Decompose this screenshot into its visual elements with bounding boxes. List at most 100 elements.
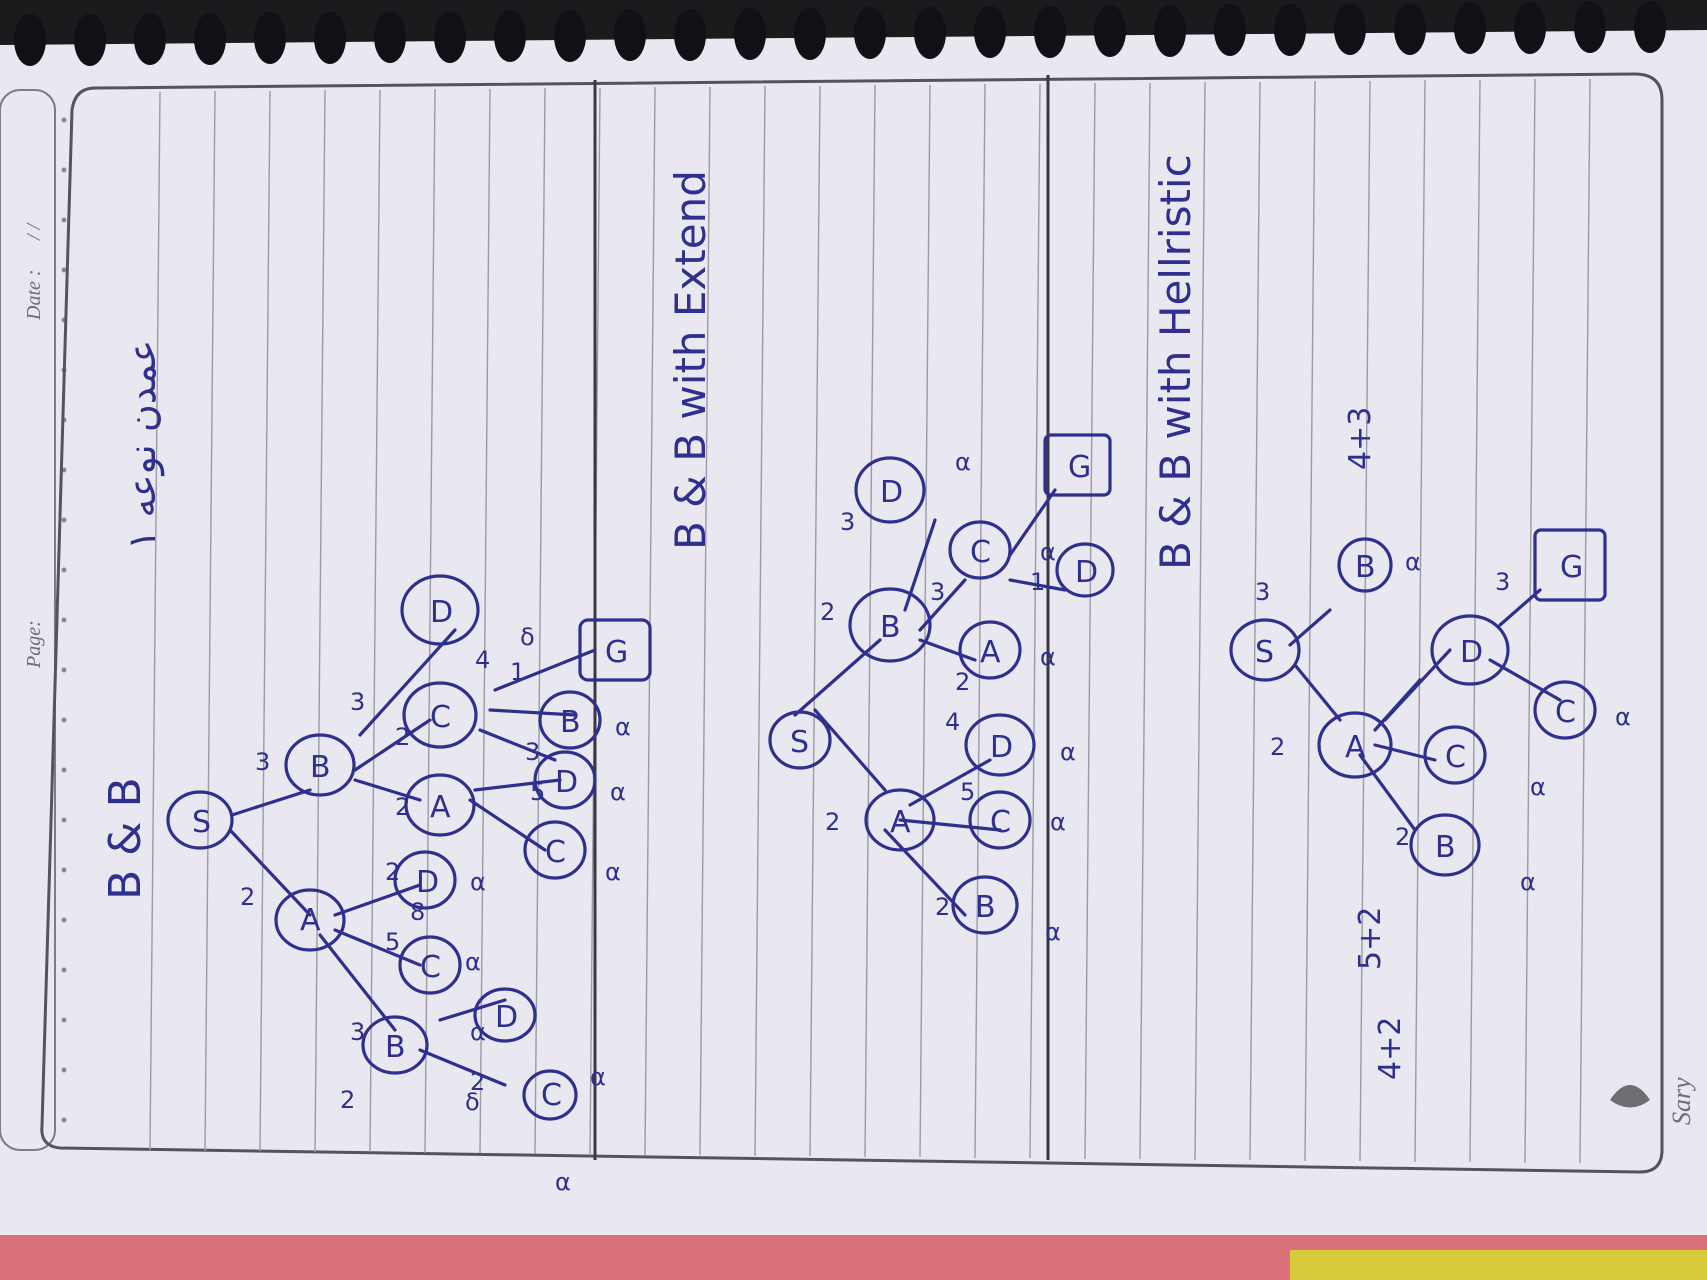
tree1-node-a: A — [300, 903, 321, 938]
tree1-node-c: C — [420, 950, 441, 985]
tree2-cost-5: 4 — [945, 708, 960, 736]
tree2-node-d3: D — [1075, 555, 1098, 590]
tree1-mark-9: α — [590, 1063, 606, 1091]
tree1-cost-1: 2 — [240, 883, 255, 911]
tree2-cost-7: 3 — [930, 578, 945, 606]
section-title-bb-heuristic: B & B with Hellristic — [1151, 154, 1200, 570]
tree2-mark-3: α — [1060, 738, 1076, 766]
tree1-cost-2: 3 — [255, 748, 270, 776]
tree1-cost-9: 5 — [530, 778, 545, 806]
tree2-mark-1: α — [1045, 918, 1061, 946]
tree2-node-a: A — [890, 805, 911, 840]
tree1-cost-8: 2 — [395, 723, 410, 751]
tree2-node-b: B — [880, 610, 901, 645]
tree3-mark-2: α — [1530, 773, 1546, 801]
tree3-node-a: A — [1345, 730, 1366, 765]
page-label: Page: — [23, 620, 45, 669]
header-strip — [0, 89, 56, 1151]
tree1-mark-8: α — [615, 713, 631, 741]
writing-frame — [40, 72, 1664, 1174]
tree3-cost-1: 2 — [1270, 733, 1285, 761]
tree1-cost-13: 2 — [340, 1086, 355, 1114]
tree1-cost-14: 3 — [525, 738, 540, 766]
tree1-node-b3: B — [560, 705, 581, 740]
tree1-mark-1: α — [470, 1018, 486, 1046]
tree2-cost-6: 2 — [955, 668, 970, 696]
tree3-cost-3: 2 — [1395, 823, 1410, 851]
tree1-cost-3: 3 — [350, 1018, 365, 1046]
tree1-node-d: D — [416, 865, 439, 900]
tree1-cost-15: 5 — [385, 928, 400, 956]
tree1-node-d3: D — [495, 1000, 518, 1035]
brand-logo-text: Sary — [1667, 1077, 1696, 1125]
brand-logo: Sary — [1610, 1077, 1696, 1125]
tree1-mark-2: α — [465, 948, 481, 976]
tree1-cost-11: 1 — [510, 658, 525, 686]
tree2-node-s: S — [790, 725, 809, 760]
tree1-node-b2: B — [385, 1030, 406, 1065]
tree2-mark-4: α — [1040, 643, 1056, 671]
tree2-node-d2: D — [880, 475, 903, 510]
yellow-edge — [1290, 1250, 1707, 1280]
tree3-heuristic-3: 4+2 — [1373, 1017, 1408, 1080]
tree3-heuristic-2: 5+2 — [1353, 907, 1388, 970]
tree3-node-g: G — [1560, 550, 1583, 585]
date-label: Date : — [23, 269, 45, 321]
tree1-cost-6: 2 — [395, 793, 410, 821]
spiral-binding — [14, 1, 1666, 66]
tree1-cost-7: 4 — [475, 646, 490, 674]
tree2-node-a2: A — [980, 635, 1001, 670]
tree1-cost-5: 8 — [410, 898, 425, 926]
tree2-node-d: D — [990, 730, 1013, 765]
tree1-cost-12: 2 — [470, 1068, 485, 1096]
tree3-node-c2: C — [1555, 695, 1576, 730]
tree2-cost-2: 2 — [825, 808, 840, 836]
section-title-bb: B & B — [100, 777, 151, 900]
tree1-node-b: B — [310, 750, 331, 785]
tree2-node-g: G — [1068, 450, 1091, 485]
tree2-node-c: C — [990, 805, 1011, 840]
date-value: / / — [23, 221, 45, 241]
tree1-node-d4: D — [555, 765, 578, 800]
tree2-mark-6: α — [1040, 538, 1056, 566]
dotted-margin — [61, 117, 67, 1123]
tree2-mark-5: α — [955, 448, 971, 476]
tree1-mark-3: α — [470, 868, 486, 896]
section-annotation: ﻋﻤﺪﻥ ﻧﻮﻋﻪ ١ — [120, 340, 165, 550]
tree3-node-d: D — [1460, 635, 1483, 670]
tree2-cost-9: 1 — [1030, 568, 1045, 596]
tree1-node-c4: C — [541, 1078, 562, 1113]
tree1-node-g: G — [605, 635, 628, 670]
tree3-heuristic-1: 4+3 — [1343, 407, 1378, 470]
search-tree-3: S A B B C D C G 2 3 2 3 α α α α 4+3 5+2 … — [1229, 407, 1631, 1080]
tree2-node-b2: B — [975, 890, 996, 925]
tree1-mark-6: α — [605, 858, 621, 886]
search-tree-1: S A B C D D B A C D G C D B C 2 3 3 2 8 … — [166, 574, 652, 1196]
notebook-page — [0, 30, 1707, 1235]
tree1-mark-10: δ — [465, 1088, 480, 1116]
tree3-cost-4: 3 — [1495, 568, 1510, 596]
tree1-mark-5: δ — [520, 623, 535, 651]
tree3-node-c: C — [1445, 740, 1466, 775]
tree2-cost-1: 2 — [820, 598, 835, 626]
tree1-cost-10: 3 — [350, 688, 365, 716]
tree2-node-c2: C — [970, 535, 991, 570]
tree1-node-s: S — [192, 805, 211, 840]
tree2-cost-8: 2 — [935, 893, 950, 921]
tree1-node-c2: C — [430, 700, 451, 735]
tree2-cost-3: 3 — [840, 508, 855, 536]
tree1-node-c3: C — [545, 835, 566, 870]
tree1-node-a2: A — [430, 790, 451, 825]
tree3-node-s: S — [1255, 635, 1274, 670]
search-tree-2: S A B C D B D A C D G 2 2 3 5 4 2 3 2 1 … — [768, 433, 1115, 946]
tree3-node-b2: B — [1435, 830, 1456, 865]
section-title-bb-extend: B & B with Extend — [666, 170, 715, 550]
tree3-cost-2: 3 — [1255, 578, 1270, 606]
tree3-mark-4: α — [1615, 703, 1631, 731]
tree1-mark-4: α — [555, 1168, 571, 1196]
tree2-mark-2: α — [1050, 808, 1066, 836]
tree2-cost-4: 5 — [960, 778, 975, 806]
tree3-mark-3: α — [1405, 548, 1421, 576]
tree1-cost-4: 2 — [385, 858, 400, 886]
